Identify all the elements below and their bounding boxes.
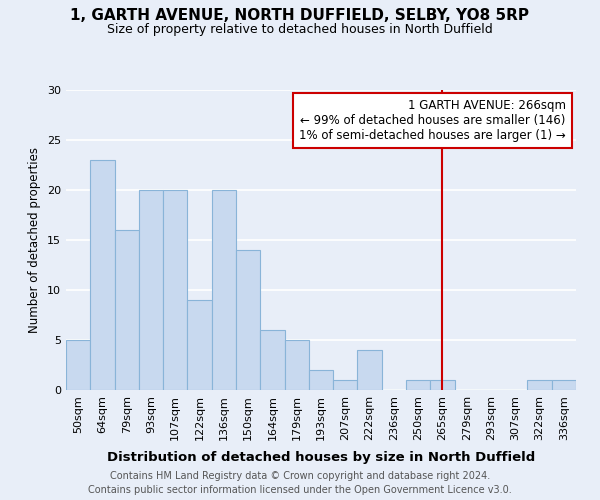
- Bar: [309, 370, 333, 390]
- Bar: [212, 190, 236, 390]
- Bar: [260, 330, 284, 390]
- Bar: [236, 250, 260, 390]
- Bar: [333, 380, 358, 390]
- Bar: [527, 380, 552, 390]
- Bar: [430, 380, 455, 390]
- Bar: [90, 160, 115, 390]
- Text: 1, GARTH AVENUE, NORTH DUFFIELD, SELBY, YO8 5RP: 1, GARTH AVENUE, NORTH DUFFIELD, SELBY, …: [71, 8, 530, 22]
- Text: Contains public sector information licensed under the Open Government Licence v3: Contains public sector information licen…: [88, 485, 512, 495]
- Bar: [139, 190, 163, 390]
- Bar: [552, 380, 576, 390]
- Text: Size of property relative to detached houses in North Duffield: Size of property relative to detached ho…: [107, 22, 493, 36]
- Y-axis label: Number of detached properties: Number of detached properties: [28, 147, 41, 333]
- Bar: [358, 350, 382, 390]
- Bar: [187, 300, 212, 390]
- Bar: [115, 230, 139, 390]
- Bar: [66, 340, 90, 390]
- Text: 1 GARTH AVENUE: 266sqm
← 99% of detached houses are smaller (146)
1% of semi-det: 1 GARTH AVENUE: 266sqm ← 99% of detached…: [299, 99, 566, 142]
- Bar: [284, 340, 309, 390]
- Bar: [406, 380, 430, 390]
- Text: Distribution of detached houses by size in North Duffield: Distribution of detached houses by size …: [107, 451, 535, 464]
- Bar: [163, 190, 187, 390]
- Text: Contains HM Land Registry data © Crown copyright and database right 2024.: Contains HM Land Registry data © Crown c…: [110, 471, 490, 481]
